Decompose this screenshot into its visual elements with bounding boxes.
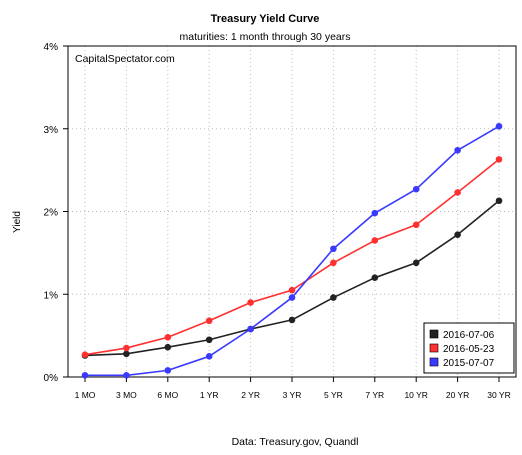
series-point (81, 372, 89, 379)
series-point (205, 336, 213, 344)
legend-label: 2015-07-07 (443, 358, 495, 369)
series-point (164, 367, 172, 374)
series-point (205, 353, 213, 360)
series-point (371, 274, 379, 282)
series-point (123, 344, 130, 352)
x-tick-label: 30 YR (487, 390, 510, 400)
series-point (247, 325, 254, 333)
legend-label: 2016-07-06 (443, 330, 495, 341)
watermark-text: CapitalSpectator.com (75, 53, 175, 65)
series-point (330, 294, 337, 301)
series-point (288, 294, 296, 301)
legend-label: 2016-05-23 (443, 344, 495, 355)
series-point (495, 197, 503, 205)
x-tick-label: 20 YR (446, 390, 469, 400)
series-point (454, 146, 461, 154)
legend-swatch (429, 343, 439, 353)
series-point (81, 351, 89, 358)
chart-title: Treasury Yield Curve (211, 13, 320, 25)
source-note: Data: Treasury.gov, Quandl (232, 436, 359, 448)
axes: 0% 1% 2% 3% 4% 1 MO 3 MO 6 MO 1 YR 2 YR 3 YR 5 YR 7 … (44, 42, 517, 400)
series-point (371, 209, 379, 217)
y-tick-label: 2% (44, 208, 59, 219)
series-point (495, 156, 503, 163)
series-point (454, 231, 461, 238)
series-point (412, 185, 420, 193)
x-tick-label: 3 YR (283, 390, 302, 400)
x-tick-label: 2 YR (241, 390, 260, 400)
series-point (247, 299, 254, 306)
series-point (288, 316, 296, 324)
legend: 2016-07-06 2016-05-23 2015-07-07 (423, 322, 515, 374)
chart-subtitle: maturities: 1 month through 30 years (179, 31, 350, 43)
series-point (123, 372, 130, 379)
legend-swatch (429, 329, 439, 339)
x-tick-label: 5 YR (324, 390, 343, 400)
series-point (330, 245, 337, 253)
series-point (288, 286, 296, 294)
x-tick-label: 10 YR (404, 390, 427, 400)
series-point (495, 122, 503, 130)
data-series (81, 122, 503, 379)
series-point (454, 189, 461, 196)
y-tick-label: 0% (44, 373, 59, 384)
x-tick-label: 7 YR (365, 390, 384, 400)
series-point (330, 259, 337, 267)
series-point (371, 237, 379, 244)
x-tick-label: 1 YR (200, 390, 219, 400)
series-point (123, 350, 130, 358)
x-tick-label: 1 MO (75, 390, 96, 400)
y-tick-label: 4% (44, 42, 59, 53)
series-point (164, 343, 172, 351)
series-point (164, 333, 172, 341)
y-tick-label: 3% (44, 125, 59, 136)
legend-box (423, 322, 515, 374)
x-tick-label: 6 MO (157, 390, 178, 400)
series-point (412, 221, 420, 229)
y-tick-label: 1% (44, 290, 59, 301)
x-tick-label: 3 MO (116, 390, 137, 400)
legend-swatch (429, 357, 439, 367)
series-point (205, 317, 213, 325)
y-axis-label: Yield (12, 211, 23, 233)
series-point (412, 259, 420, 267)
